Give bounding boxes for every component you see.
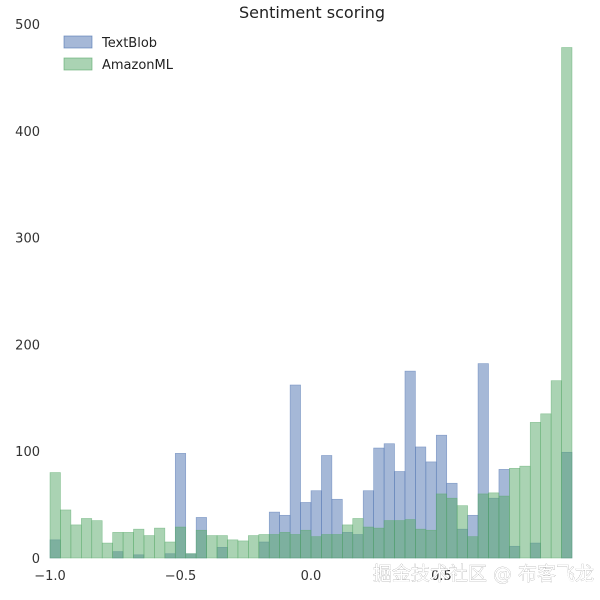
bar-amazonml-17	[227, 539, 239, 559]
bar-amazonml-39	[456, 505, 468, 559]
bar-amazonml-36	[425, 529, 437, 559]
bar-amazonml-24	[300, 529, 312, 559]
y-tick-label: 400	[15, 125, 40, 140]
bar-amazonml-43	[498, 495, 510, 559]
bar-amazonml-41	[477, 493, 489, 559]
y-tick-label: 500	[15, 18, 40, 33]
bar-amazonml-18	[237, 540, 249, 559]
bar-amazonml-28	[342, 524, 354, 559]
bar-amazonml-46	[529, 422, 541, 559]
bar-amazonml-14	[195, 529, 207, 559]
legend-swatch-textblob	[63, 35, 93, 49]
bar-amazonml-34	[404, 519, 416, 559]
bar-amazonml-38	[446, 497, 458, 559]
chart-title: Sentiment scoring	[239, 3, 385, 22]
bar-amazonml-30	[362, 526, 374, 559]
bar-amazonml-44	[509, 467, 521, 559]
bar-amazonml-9	[143, 535, 155, 559]
bar-amazonml-2	[70, 524, 82, 559]
bars-layer	[49, 47, 573, 559]
bar-amazonml-48	[550, 380, 562, 559]
bar-amazonml-13	[185, 553, 197, 559]
bar-amazonml-32	[383, 520, 395, 559]
y-tick-label: 300	[15, 232, 40, 247]
legend-swatch-amazonml	[63, 57, 93, 71]
bar-amazonml-29	[352, 518, 364, 559]
bar-amazonml-47	[540, 413, 552, 559]
bar-amazonml-12	[174, 526, 187, 559]
bar-amazonml-37	[435, 493, 448, 559]
bar-amazonml-6	[112, 532, 124, 559]
bar-amazonml-49	[561, 47, 573, 559]
bar-amazonml-15	[206, 535, 218, 559]
axis-layer: 0 100 200 300 400 500 −1.0 −0.5 0.0 0.5	[15, 18, 452, 584]
bar-amazonml-45	[519, 465, 531, 559]
x-tick-label: −1.0	[34, 569, 66, 584]
bar-amazonml-35	[415, 528, 427, 559]
bar-amazonml-11	[164, 541, 176, 559]
bar-amazonml-40	[467, 536, 479, 559]
bar-amazonml-5	[101, 542, 113, 559]
bar-amazonml-4	[91, 520, 103, 559]
bar-amazonml-27	[331, 534, 343, 559]
bar-amazonml-19	[248, 535, 260, 559]
bar-amazonml-20	[258, 534, 270, 559]
x-tick-label: −0.5	[165, 569, 197, 584]
x-tick-label: 0.0	[301, 569, 322, 584]
bar-amazonml-26	[321, 534, 333, 559]
legend: TextBlob AmazonML	[63, 35, 174, 73]
bar-amazonml-10	[154, 527, 166, 559]
bar-textblob-23	[289, 384, 301, 559]
legend-label-textblob: TextBlob	[101, 36, 157, 51]
legend-label-amazonml: AmazonML	[102, 58, 174, 73]
y-tick-label: 200	[15, 338, 40, 353]
watermark: 掘金技术社区 @ 布客飞龙	[373, 563, 594, 585]
y-tick-label: 100	[15, 445, 40, 460]
bar-amazonml-31	[373, 527, 385, 559]
y-tick-label: 0	[32, 552, 40, 567]
bar-amazonml-42	[488, 492, 500, 559]
bar-amazonml-33	[394, 520, 406, 559]
bar-amazonml-3	[81, 518, 93, 559]
bar-amazonml-16	[216, 535, 228, 559]
bar-amazonml-7	[122, 532, 134, 559]
bar-amazonml-25	[310, 536, 322, 559]
bar-amazonml-21	[268, 534, 280, 559]
bar-amazonml-0	[49, 472, 61, 559]
bar-amazonml-22	[279, 532, 291, 559]
bar-amazonml-8	[133, 528, 145, 559]
bar-amazonml-23	[289, 534, 301, 559]
x-tick-label: 0.5	[431, 569, 452, 584]
bar-amazonml-1	[60, 509, 72, 559]
